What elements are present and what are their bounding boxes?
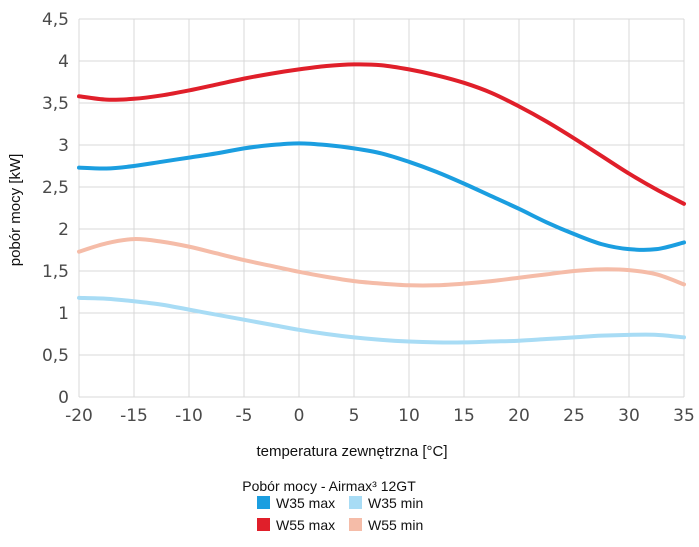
x-tick-label: 35 <box>673 406 695 426</box>
legend-item-w35-max: W35 max <box>257 495 335 511</box>
x-tick-label: -5 <box>236 406 253 426</box>
legend-label: W35 min <box>368 495 423 511</box>
legend-label: W55 max <box>276 517 335 533</box>
series-line-w35-max <box>77 141 686 252</box>
y-tick-label: 4,5 <box>42 10 69 30</box>
x-tick-label: 30 <box>618 406 640 426</box>
legend-title: Pobór mocy - Airmax³ 12GT <box>242 478 416 494</box>
x-tick-label: 5 <box>349 406 360 426</box>
legend-swatch <box>349 496 362 509</box>
legend-items: W35 max W35 min W55 max W55 min <box>257 495 423 533</box>
legend-swatch <box>257 518 270 531</box>
series-line-w55-max <box>77 62 686 206</box>
y-tick-label: 1 <box>58 304 69 324</box>
series-line-w35-min <box>77 295 686 345</box>
chart-series <box>77 62 686 345</box>
y-tick-label: 4 <box>58 52 69 72</box>
x-tick-label: 0 <box>294 406 305 426</box>
y-tick-label: 0,5 <box>42 346 69 366</box>
x-tick-label: 20 <box>508 406 530 426</box>
x-tick-label: 15 <box>453 406 475 426</box>
y-tick-labels: 0 0,5 1 1,5 2 2,5 3 3,5 4 4,5 <box>42 10 69 408</box>
y-tick-label: 1,5 <box>42 262 69 282</box>
legend-item-w55-min: W55 min <box>349 517 423 533</box>
x-tick-label: -15 <box>120 406 148 426</box>
legend: Pobór mocy - Airmax³ 12GT W35 max W35 min… <box>242 478 423 533</box>
legend-item-w55-max: W55 max <box>257 517 335 533</box>
series-line-w55-min <box>77 237 686 288</box>
legend-label: W55 min <box>368 517 423 533</box>
x-tick-label: -20 <box>65 406 93 426</box>
y-axis-title: pobór mocy [kW] <box>7 154 24 267</box>
legend-swatch <box>349 518 362 531</box>
x-tick-label: -10 <box>175 406 203 426</box>
y-tick-label: 0 <box>58 388 69 408</box>
legend-swatch <box>257 496 270 509</box>
y-tick-label: 3,5 <box>42 94 69 114</box>
legend-item-w35-min: W35 min <box>349 495 423 511</box>
x-tick-labels: -20 -15 -10 -5 0 5 10 15 20 25 30 35 <box>65 406 695 426</box>
y-tick-label: 2 <box>58 220 69 240</box>
legend-label: W35 max <box>276 495 335 511</box>
y-tick-label: 3 <box>58 136 69 156</box>
y-tick-label: 2,5 <box>42 178 69 198</box>
chart-grid <box>78 18 685 398</box>
x-axis-title: temperatura zewnętrzna [°C] <box>256 443 447 460</box>
x-tick-label: 25 <box>563 406 585 426</box>
x-tick-label: 10 <box>398 406 420 426</box>
